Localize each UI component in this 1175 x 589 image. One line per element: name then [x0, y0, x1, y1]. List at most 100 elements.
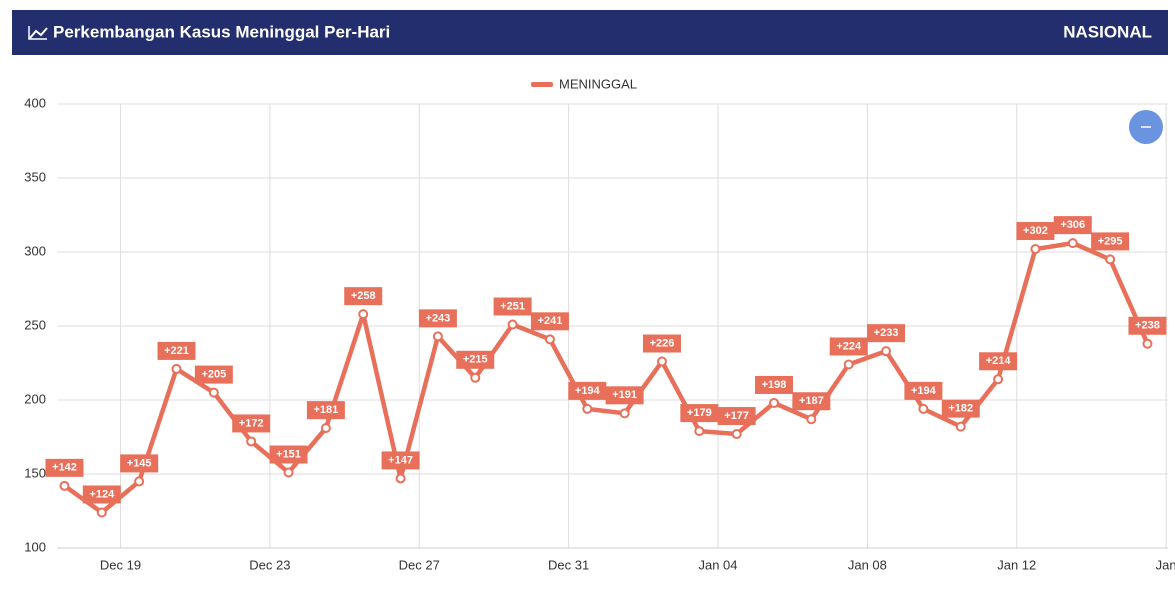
value-label-box	[717, 407, 756, 426]
point-marker	[96, 507, 107, 518]
value-label: +147	[388, 454, 413, 466]
x-tick-label: Dec 27	[399, 557, 440, 572]
value-label-box	[867, 324, 906, 343]
value-label-box	[269, 445, 308, 464]
value-label-box	[642, 334, 681, 353]
value-label: +224	[836, 340, 862, 352]
value-label-box	[1053, 216, 1092, 235]
y-tick-label: 200	[24, 391, 46, 406]
value-label: +198	[762, 379, 787, 391]
point-marker	[208, 387, 219, 398]
value-label: +182	[948, 403, 973, 415]
point-marker	[134, 476, 145, 487]
point-marker	[470, 372, 481, 383]
point-marker	[1142, 338, 1153, 349]
value-label: +295	[1098, 235, 1123, 247]
point-marker	[1105, 254, 1116, 265]
value-label-box	[680, 404, 719, 423]
x-tick-label: Dec 31	[548, 557, 589, 572]
value-label: +306	[1060, 219, 1085, 231]
value-label-box	[45, 458, 84, 477]
point-marker	[656, 356, 667, 367]
value-label: +215	[463, 354, 488, 366]
value-label-box	[792, 392, 831, 411]
value-label-box	[82, 485, 121, 504]
x-tick-label: Jan 08	[848, 557, 887, 572]
value-label: +172	[239, 417, 264, 429]
point-marker	[619, 408, 630, 419]
value-label: +191	[612, 389, 637, 401]
point-marker	[694, 426, 705, 437]
value-label: +205	[201, 369, 226, 381]
value-label-box	[493, 297, 532, 316]
x-tick-label: Jan	[1156, 557, 1175, 572]
x-tick-label: Dec 19	[100, 557, 141, 572]
point-marker	[395, 473, 406, 484]
point-marker	[507, 319, 518, 330]
value-label: +302	[1023, 225, 1048, 237]
value-label: +187	[799, 395, 824, 407]
value-label-box	[306, 401, 345, 420]
value-label: +251	[500, 300, 525, 312]
point-marker	[843, 359, 854, 370]
y-tick-label: 400	[24, 95, 46, 110]
legend-swatch	[531, 82, 553, 87]
y-tick-label: 350	[24, 169, 46, 184]
point-marker	[955, 421, 966, 432]
value-label-box	[904, 381, 943, 400]
value-label: +179	[687, 407, 712, 419]
value-label-box	[979, 352, 1018, 371]
value-label: +221	[164, 345, 189, 357]
point-marker	[1030, 244, 1041, 255]
x-tick-label: Jan 04	[698, 557, 737, 572]
point-marker	[171, 363, 182, 374]
header-region: NASIONAL	[1063, 22, 1152, 41]
value-label: +151	[276, 448, 301, 460]
point-marker	[582, 403, 593, 414]
y-tick-label: 300	[24, 243, 46, 258]
value-label: +194	[911, 385, 937, 397]
y-tick-label: 100	[24, 539, 46, 554]
value-label: +233	[874, 327, 899, 339]
value-label-box	[1091, 232, 1130, 251]
value-label-box	[755, 375, 794, 394]
value-label-box	[418, 309, 457, 328]
value-label-box	[605, 386, 644, 405]
value-label: +177	[724, 410, 749, 422]
value-label: +181	[313, 404, 338, 416]
value-label: +226	[650, 337, 675, 349]
value-label-box	[381, 451, 420, 470]
y-tick-label: 250	[24, 317, 46, 332]
point-marker	[806, 414, 817, 425]
point-marker	[918, 403, 929, 414]
legend-label: MENINGGAL	[559, 76, 637, 91]
chart-icon-axis	[28, 26, 47, 40]
value-label-box	[1016, 222, 1055, 241]
header-title: Perkembangan Kasus Meninggal Per-Hari	[53, 22, 390, 41]
value-label: +145	[127, 457, 152, 469]
point-marker	[731, 429, 742, 440]
point-marker	[320, 423, 331, 434]
value-label-box	[1128, 316, 1167, 335]
value-label: +124	[89, 488, 115, 500]
value-label-box	[344, 287, 383, 306]
point-marker	[769, 397, 780, 408]
value-label: +142	[52, 462, 77, 474]
point-marker	[881, 346, 892, 357]
value-label: +258	[351, 290, 376, 302]
point-marker	[59, 480, 70, 491]
point-marker	[283, 467, 294, 478]
value-label: +238	[1135, 320, 1160, 332]
collapse-button[interactable]	[1129, 110, 1163, 144]
x-tick-label: Jan 12	[997, 557, 1036, 572]
series-line	[63, 240, 1150, 515]
value-label-box	[829, 337, 868, 356]
x-tick-label: Dec 23	[249, 557, 290, 572]
point-marker	[246, 436, 257, 447]
value-label-box	[530, 312, 569, 331]
value-label-box	[157, 341, 196, 360]
value-label-box	[568, 381, 607, 400]
value-label: +241	[538, 315, 563, 327]
value-label: +243	[426, 312, 451, 324]
